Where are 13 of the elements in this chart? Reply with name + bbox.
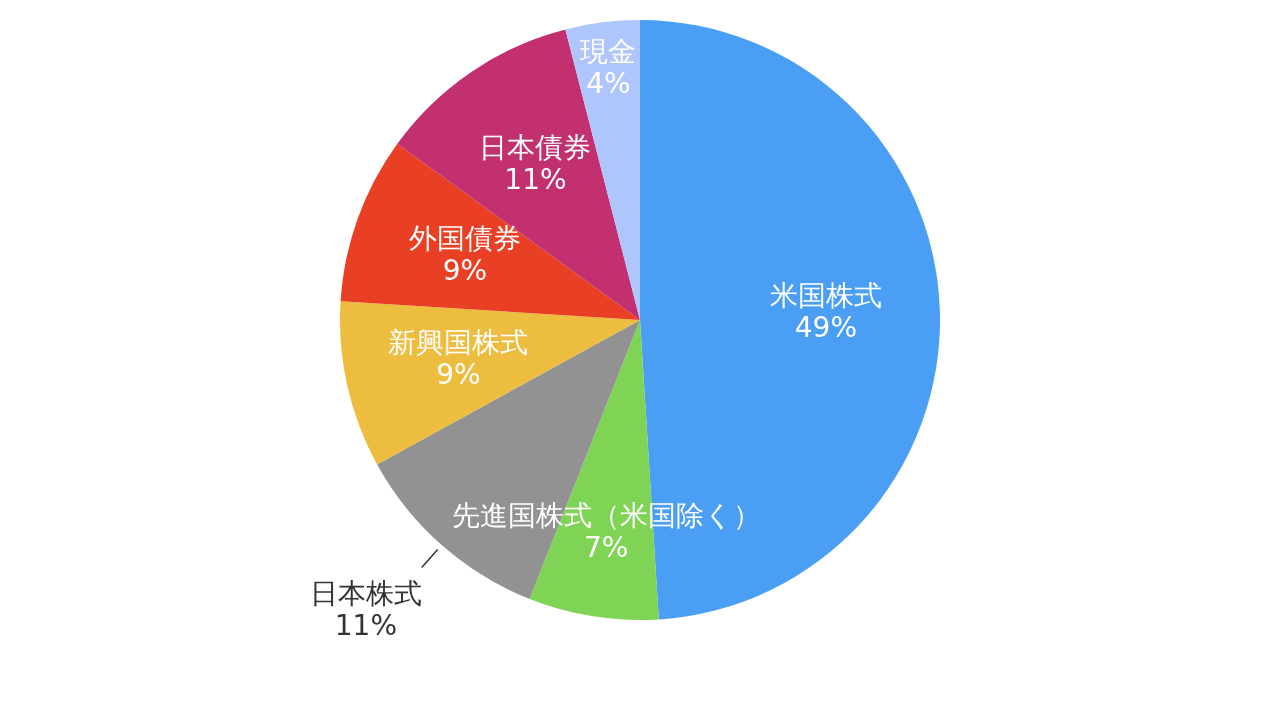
slice-label: 米国株式 xyxy=(769,279,882,313)
data-label: 49% xyxy=(794,311,858,345)
slice-label: 日本株式 xyxy=(309,576,422,610)
data-label: 9% xyxy=(442,254,488,288)
data-label: 4% xyxy=(586,67,631,101)
data-label: 11% xyxy=(334,608,398,642)
data-label: 9% xyxy=(436,357,481,391)
slice-label: 外国債券 xyxy=(409,222,521,256)
slice-label: 新興国株式 xyxy=(388,325,529,359)
slice-label: 日本債券 xyxy=(479,131,592,165)
data-label: 7% xyxy=(584,530,629,564)
slice-label: 現金 xyxy=(580,35,637,69)
data-label: 11% xyxy=(504,163,567,197)
